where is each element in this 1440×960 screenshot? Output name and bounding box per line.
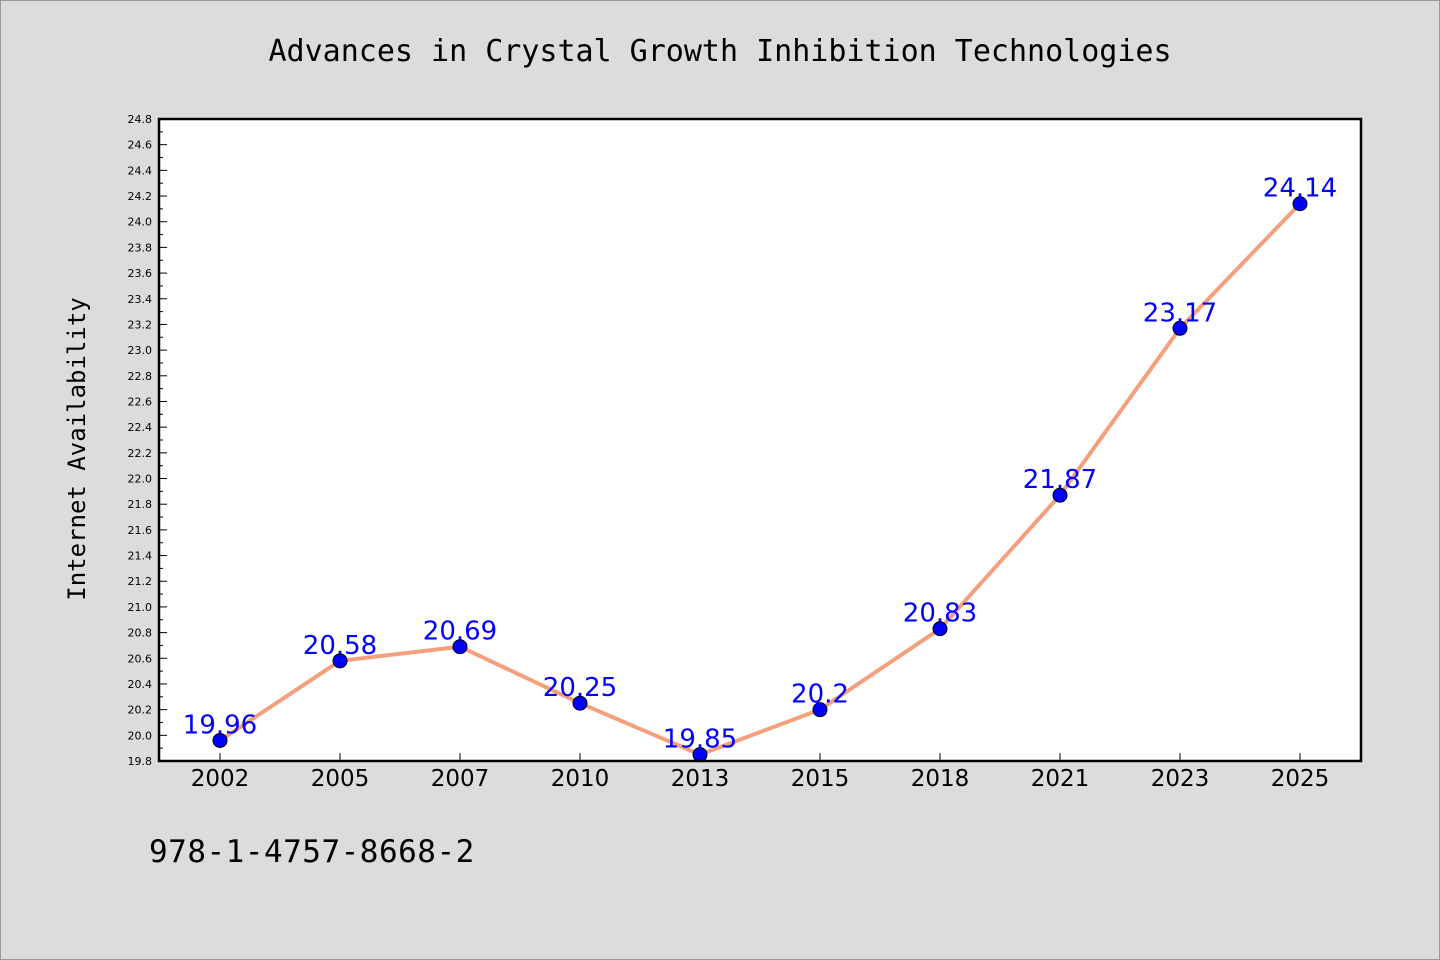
data-point (932, 621, 948, 637)
y-tick-label: 20.8 (128, 627, 153, 640)
y-tick-label: 24.4 (128, 164, 153, 177)
y-tick-label: 20.4 (128, 678, 153, 691)
data-point (1172, 320, 1188, 336)
data-label: 20.2 (791, 680, 849, 710)
x-tick-label: 2013 (671, 766, 730, 792)
series-layer (212, 196, 1308, 763)
y-tick-label: 20.2 (128, 704, 153, 717)
series-line (218, 201, 1302, 757)
footer-code: 978-1-4757-8668-2 (149, 834, 475, 870)
y-tick-label: 20.0 (128, 729, 153, 742)
data-point (332, 653, 348, 669)
data-point (812, 702, 828, 718)
x-tick-label: 2002 (191, 766, 250, 792)
data-point (1292, 196, 1308, 212)
x-tick-label: 2010 (551, 766, 610, 792)
x-tick-label: 2023 (1151, 766, 1210, 792)
x-tick-label: 2007 (431, 766, 490, 792)
x-tick-label: 2025 (1271, 766, 1330, 792)
y-tick-label: 21.2 (128, 575, 153, 588)
y-tick-label: 24.0 (128, 216, 153, 229)
y-tick-label: 22.4 (128, 421, 153, 434)
y-tick-label: 23.0 (128, 344, 153, 357)
data-point (572, 695, 588, 711)
y-tick-label: 22.8 (128, 370, 153, 383)
data-label: 20.25 (543, 673, 617, 703)
data-label: 21.87 (1023, 465, 1097, 495)
data-labels: 19.96 20.58 20.69 20.25 19.85 20.2 20.83 21.87 2… (183, 174, 1337, 755)
data-point (452, 639, 468, 655)
y-tick-label: 22.0 (128, 473, 153, 486)
y-tick-label: 20.6 (128, 652, 153, 665)
data-label: 19.96 (183, 710, 257, 740)
y-tick-label: 23.4 (128, 293, 153, 306)
y-tick-label: 21.4 (128, 550, 153, 563)
y-tick-label: 24.2 (128, 190, 153, 203)
data-point (212, 732, 228, 748)
y-tick-label: 21.8 (128, 498, 153, 511)
data-label: 19.85 (663, 725, 737, 755)
x-tick-label: 2018 (911, 766, 970, 792)
y-tick-label: 19.8 (128, 755, 153, 768)
plot-border (157, 117, 1363, 763)
y-tick-label: 21.0 (128, 601, 153, 614)
y-tick-label: 21.6 (128, 524, 153, 537)
data-label: 24.14 (1263, 174, 1337, 204)
y-tick-label: 23.8 (128, 241, 153, 254)
y-tick-label: 23.6 (128, 267, 153, 280)
data-label: 23.17 (1143, 298, 1217, 328)
data-label: 20.83 (903, 599, 977, 629)
x-tick-label: 2015 (791, 766, 850, 792)
x-axis: 2002 2005 2007 2010 2013 2015 2018 2021 2023 2025 (191, 753, 1330, 792)
x-tick-label: 2005 (311, 766, 370, 792)
chart-title: Advances in Crystal Growth Inhibition Te… (268, 34, 1172, 69)
x-tick-label: 2021 (1031, 766, 1090, 792)
y-tick-label: 24.6 (128, 139, 153, 152)
plot-background (159, 119, 1361, 761)
data-label: 20.69 (423, 617, 497, 647)
data-point (1052, 487, 1068, 503)
y-tick-label: 22.6 (128, 395, 153, 408)
y-tick-label: 23.2 (128, 318, 153, 331)
y-tick-label: 22.2 (128, 447, 153, 460)
y-tick-label: 24.8 (128, 113, 153, 126)
y-axis: 19.8 20.0 20.2 20.4 20.6 20.8 21.0 21.2 21.4 21.6… (128, 113, 167, 768)
data-label: 20.58 (303, 631, 377, 661)
